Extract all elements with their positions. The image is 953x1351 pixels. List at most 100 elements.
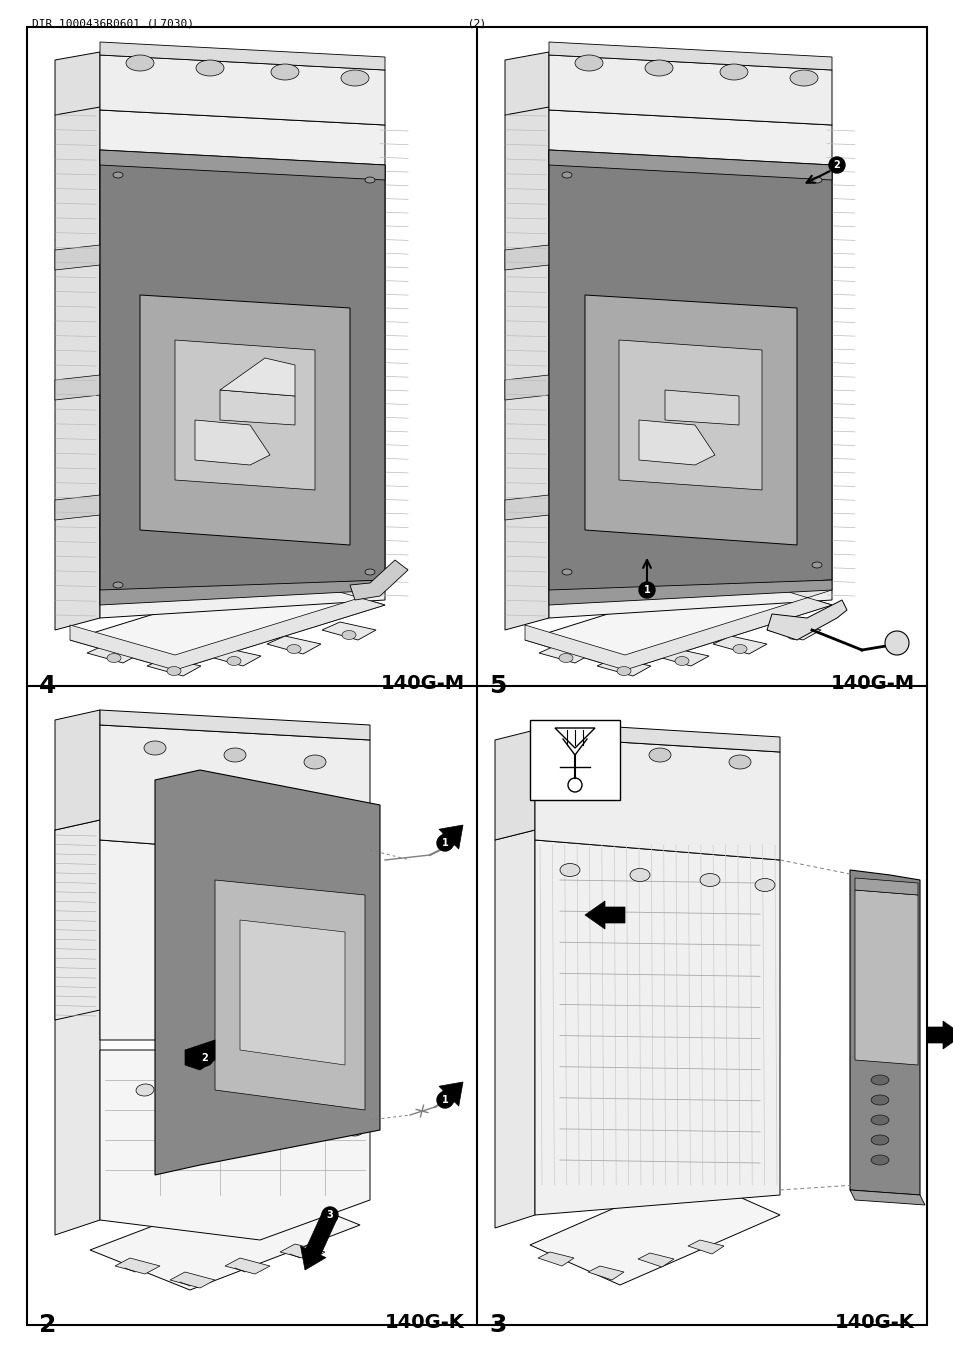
- Polygon shape: [530, 1175, 780, 1285]
- Ellipse shape: [191, 1094, 209, 1106]
- Ellipse shape: [786, 631, 801, 639]
- Ellipse shape: [365, 569, 375, 576]
- Ellipse shape: [287, 644, 301, 654]
- Text: 2: 2: [833, 159, 840, 170]
- Ellipse shape: [107, 654, 121, 662]
- Ellipse shape: [870, 1135, 888, 1146]
- Polygon shape: [548, 55, 831, 126]
- Bar: [530, 720, 619, 800]
- Polygon shape: [548, 42, 831, 70]
- Polygon shape: [100, 725, 370, 861]
- Ellipse shape: [112, 172, 123, 178]
- Polygon shape: [587, 1266, 623, 1279]
- Ellipse shape: [561, 569, 572, 576]
- Polygon shape: [854, 890, 917, 1065]
- Polygon shape: [267, 636, 320, 654]
- Ellipse shape: [136, 1084, 153, 1096]
- Polygon shape: [115, 1258, 160, 1274]
- Polygon shape: [535, 840, 780, 1215]
- Ellipse shape: [700, 874, 720, 886]
- Ellipse shape: [754, 878, 774, 892]
- Polygon shape: [538, 644, 593, 663]
- Text: 5: 5: [489, 674, 506, 698]
- Ellipse shape: [568, 740, 590, 755]
- Polygon shape: [225, 1258, 270, 1274]
- Polygon shape: [597, 658, 650, 676]
- Polygon shape: [504, 105, 548, 630]
- Ellipse shape: [340, 70, 369, 86]
- Polygon shape: [55, 105, 100, 630]
- Ellipse shape: [617, 666, 630, 676]
- Polygon shape: [100, 711, 370, 740]
- Circle shape: [196, 1050, 213, 1066]
- Polygon shape: [87, 644, 141, 663]
- Ellipse shape: [675, 657, 688, 666]
- Ellipse shape: [870, 1075, 888, 1085]
- Ellipse shape: [648, 748, 670, 762]
- Polygon shape: [174, 340, 314, 490]
- Polygon shape: [504, 245, 548, 270]
- Polygon shape: [712, 636, 766, 654]
- Polygon shape: [220, 358, 294, 396]
- Polygon shape: [766, 621, 821, 640]
- Ellipse shape: [112, 582, 123, 588]
- Text: 3: 3: [489, 1313, 506, 1337]
- Ellipse shape: [728, 755, 750, 769]
- Polygon shape: [100, 42, 385, 70]
- Polygon shape: [100, 55, 385, 126]
- Polygon shape: [170, 1273, 214, 1288]
- Ellipse shape: [561, 172, 572, 178]
- Polygon shape: [618, 340, 761, 490]
- Ellipse shape: [558, 654, 573, 662]
- Text: 140G-K: 140G-K: [385, 1313, 464, 1332]
- Ellipse shape: [304, 755, 326, 769]
- Text: 1: 1: [643, 585, 650, 594]
- Text: (2): (2): [469, 19, 484, 28]
- Circle shape: [884, 631, 908, 655]
- Text: 4: 4: [39, 674, 56, 698]
- Polygon shape: [100, 109, 385, 617]
- Ellipse shape: [870, 1096, 888, 1105]
- Polygon shape: [70, 561, 385, 670]
- Polygon shape: [100, 1050, 370, 1240]
- Polygon shape: [220, 390, 294, 426]
- Polygon shape: [927, 1021, 953, 1048]
- Polygon shape: [147, 658, 201, 676]
- Polygon shape: [55, 494, 100, 520]
- Text: 140G-K: 140G-K: [835, 1313, 914, 1332]
- Polygon shape: [548, 580, 831, 605]
- Polygon shape: [524, 561, 831, 670]
- Polygon shape: [55, 376, 100, 400]
- Polygon shape: [438, 1082, 462, 1106]
- Ellipse shape: [575, 55, 602, 72]
- Text: 140G-M: 140G-M: [380, 674, 464, 693]
- Circle shape: [322, 1206, 337, 1223]
- Ellipse shape: [195, 59, 224, 76]
- Text: 1: 1: [441, 838, 448, 848]
- Polygon shape: [100, 580, 385, 605]
- Polygon shape: [100, 840, 370, 1040]
- Polygon shape: [535, 738, 780, 861]
- Ellipse shape: [811, 177, 821, 182]
- Polygon shape: [55, 245, 100, 270]
- Text: DIR 1000436R0601 (L7030): DIR 1000436R0601 (L7030): [32, 19, 193, 28]
- Polygon shape: [55, 711, 100, 830]
- Polygon shape: [495, 730, 535, 840]
- Polygon shape: [100, 150, 385, 180]
- Polygon shape: [766, 600, 846, 640]
- Polygon shape: [55, 51, 100, 115]
- Ellipse shape: [732, 644, 746, 654]
- Polygon shape: [495, 830, 535, 1228]
- Polygon shape: [100, 150, 385, 594]
- Polygon shape: [140, 295, 350, 544]
- Ellipse shape: [167, 666, 181, 676]
- Ellipse shape: [227, 657, 241, 666]
- Polygon shape: [548, 150, 831, 594]
- Text: 3: 3: [326, 1210, 333, 1220]
- Polygon shape: [300, 1212, 337, 1270]
- Polygon shape: [584, 295, 796, 544]
- Polygon shape: [322, 621, 375, 640]
- Polygon shape: [655, 648, 708, 666]
- Polygon shape: [639, 420, 714, 465]
- Circle shape: [828, 157, 844, 173]
